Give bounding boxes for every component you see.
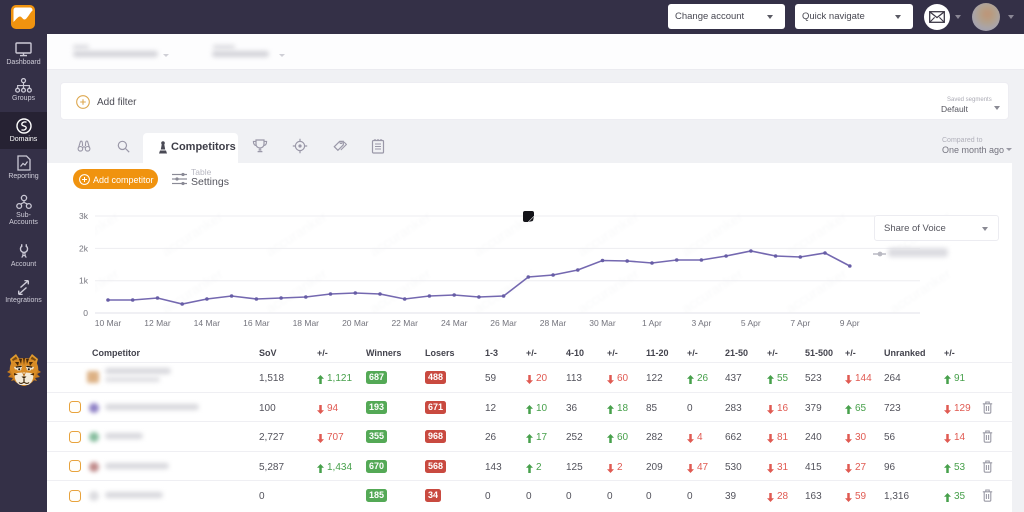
svg-text:22 Mar: 22 Mar <box>391 318 418 328</box>
svg-text:18 Mar: 18 Mar <box>293 318 320 328</box>
svg-text:3k: 3k <box>79 211 89 221</box>
svg-text:12 Mar: 12 Mar <box>144 318 171 328</box>
svg-text:9 Apr: 9 Apr <box>840 318 860 328</box>
svg-text:30 Mar: 30 Mar <box>589 318 616 328</box>
svg-text:1 Apr: 1 Apr <box>642 318 662 328</box>
svg-text:1k: 1k <box>79 276 89 286</box>
svg-text:24 Mar: 24 Mar <box>441 318 468 328</box>
svg-text:3 Apr: 3 Apr <box>691 318 711 328</box>
svg-text:0: 0 <box>83 308 88 318</box>
svg-text:10 Mar: 10 Mar <box>95 318 122 328</box>
svg-text:26 Mar: 26 Mar <box>490 318 517 328</box>
svg-text:16 Mar: 16 Mar <box>243 318 270 328</box>
svg-text:14 Mar: 14 Mar <box>194 318 221 328</box>
svg-text:7 Apr: 7 Apr <box>790 318 810 328</box>
svg-text:2k: 2k <box>79 243 89 253</box>
svg-text:20 Mar: 20 Mar <box>342 318 369 328</box>
svg-text:28 Mar: 28 Mar <box>540 318 567 328</box>
svg-text:5 Apr: 5 Apr <box>741 318 761 328</box>
